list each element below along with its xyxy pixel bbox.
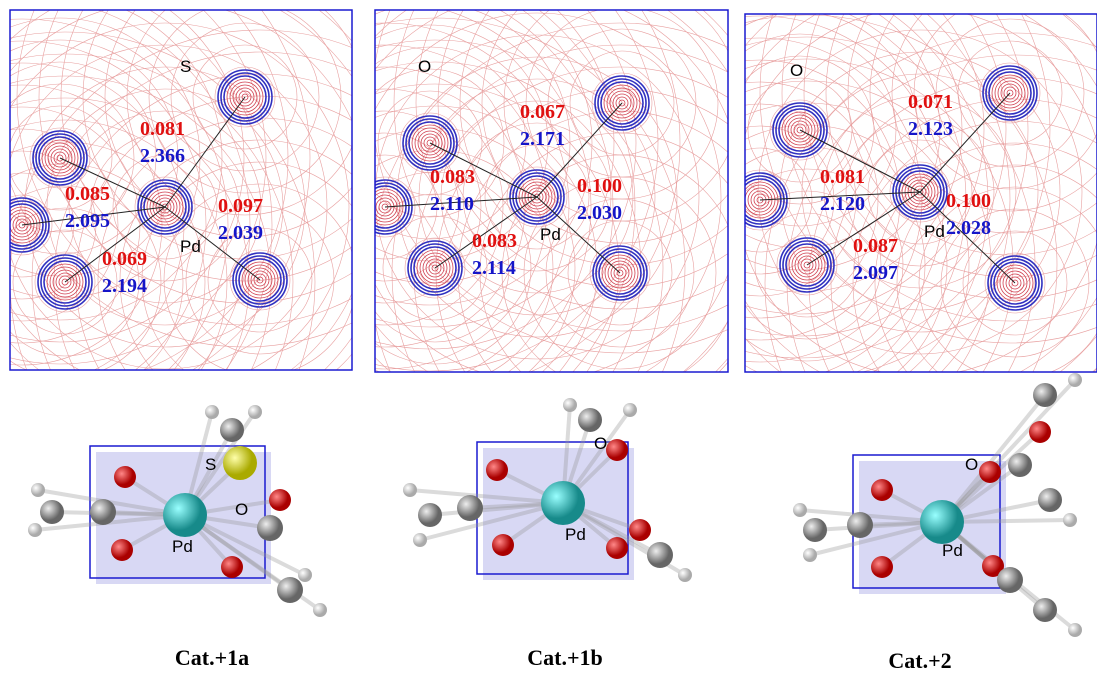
atom-label: Pd: [540, 225, 561, 244]
density-value: 0.071: [908, 91, 953, 113]
atom-sphere: [1033, 598, 1057, 622]
atom-sphere: [257, 515, 283, 541]
atom-sphere: [1008, 453, 1032, 477]
atom-sphere: [413, 533, 427, 547]
distance-value: 2.030: [577, 202, 622, 224]
atom-sphere: [31, 483, 45, 497]
density-value: 0.100: [946, 190, 991, 212]
atom-sphere: [1068, 373, 1082, 387]
atom-sphere: [606, 537, 628, 559]
molecule-label: Pd: [172, 537, 193, 556]
density-value: 0.085: [65, 183, 110, 205]
molecule-label: O: [965, 455, 978, 474]
atom-sphere: [1029, 421, 1051, 443]
distance-value: 2.097: [853, 262, 898, 284]
atom-sphere: [40, 500, 64, 524]
distance-value: 2.095: [65, 210, 110, 232]
atom-sphere: [563, 398, 577, 412]
atom-sphere: [678, 568, 692, 582]
atom-sphere: [90, 499, 116, 525]
pd-sphere: [920, 500, 964, 544]
atom-label: Pd: [180, 237, 201, 256]
pd-sphere: [163, 493, 207, 537]
atom-sphere: [803, 518, 827, 542]
atom-sphere: [313, 603, 327, 617]
distance-value: 2.123: [908, 118, 953, 140]
atom-sphere: [220, 418, 244, 442]
atom-sphere: [223, 446, 257, 480]
atom-label: O: [790, 61, 803, 80]
atom-sphere: [1033, 383, 1057, 407]
caption: Cat.+2: [888, 648, 951, 673]
density-value: 0.087: [853, 235, 898, 257]
atom-sphere: [1063, 513, 1077, 527]
atom-sphere: [793, 503, 807, 517]
atom-sphere: [418, 503, 442, 527]
density-value: 0.081: [140, 118, 185, 140]
atom-sphere: [871, 479, 893, 501]
molecule-label: O: [594, 434, 607, 453]
atom-sphere: [298, 568, 312, 582]
atom-sphere: [486, 459, 508, 481]
density-value: 0.081: [820, 166, 865, 188]
atom-sphere: [871, 556, 893, 578]
atom-sphere: [847, 512, 873, 538]
distance-value: 2.366: [140, 145, 185, 167]
caption: Cat.+1a: [175, 645, 249, 670]
distance-value: 2.028: [946, 217, 991, 239]
molecule-label: S: [205, 455, 216, 474]
atom-label: O: [418, 57, 431, 76]
atom-label: S: [180, 57, 191, 76]
atom-sphere: [403, 483, 417, 497]
molecule-label: Pd: [942, 541, 963, 560]
distance-value: 2.114: [472, 257, 516, 279]
atom-label: Pd: [924, 222, 945, 241]
atom-sphere: [269, 489, 291, 511]
distance-value: 2.110: [430, 193, 474, 215]
atom-sphere: [647, 542, 673, 568]
atom-sphere: [979, 461, 1001, 483]
atom-sphere: [1038, 488, 1062, 512]
atom-sphere: [205, 405, 219, 419]
atom-sphere: [457, 495, 483, 521]
atom-sphere: [248, 405, 262, 419]
figure: S Pd 0.081 2.366 0.085 2.095 0.097 2.039 0.069 2.…: [0, 0, 1097, 678]
pd-sphere: [541, 481, 585, 525]
molecule-label: O: [235, 500, 248, 519]
distance-value: 2.194: [102, 275, 147, 297]
atom-sphere: [111, 539, 133, 561]
atom-sphere: [221, 556, 243, 578]
atom-sphere: [629, 519, 651, 541]
atom-sphere: [578, 408, 602, 432]
density-value: 0.067: [520, 101, 565, 123]
distance-value: 2.120: [820, 193, 865, 215]
atom-sphere: [1068, 623, 1082, 637]
molecule-label: Pd: [565, 525, 586, 544]
distance-value: 2.171: [520, 128, 565, 150]
density-value: 0.069: [102, 248, 147, 270]
distance-value: 2.039: [218, 222, 263, 244]
density-value: 0.083: [472, 230, 517, 252]
atom-sphere: [606, 439, 628, 461]
atom-sphere: [277, 577, 303, 603]
caption: Cat.+1b: [527, 645, 603, 670]
atom-sphere: [492, 534, 514, 556]
density-value: 0.100: [577, 175, 622, 197]
atom-sphere: [623, 403, 637, 417]
density-value: 0.097: [218, 195, 263, 217]
atom-sphere: [28, 523, 42, 537]
atom-sphere: [803, 548, 817, 562]
density-value: 0.083: [430, 166, 475, 188]
atom-sphere: [997, 567, 1023, 593]
atom-sphere: [114, 466, 136, 488]
